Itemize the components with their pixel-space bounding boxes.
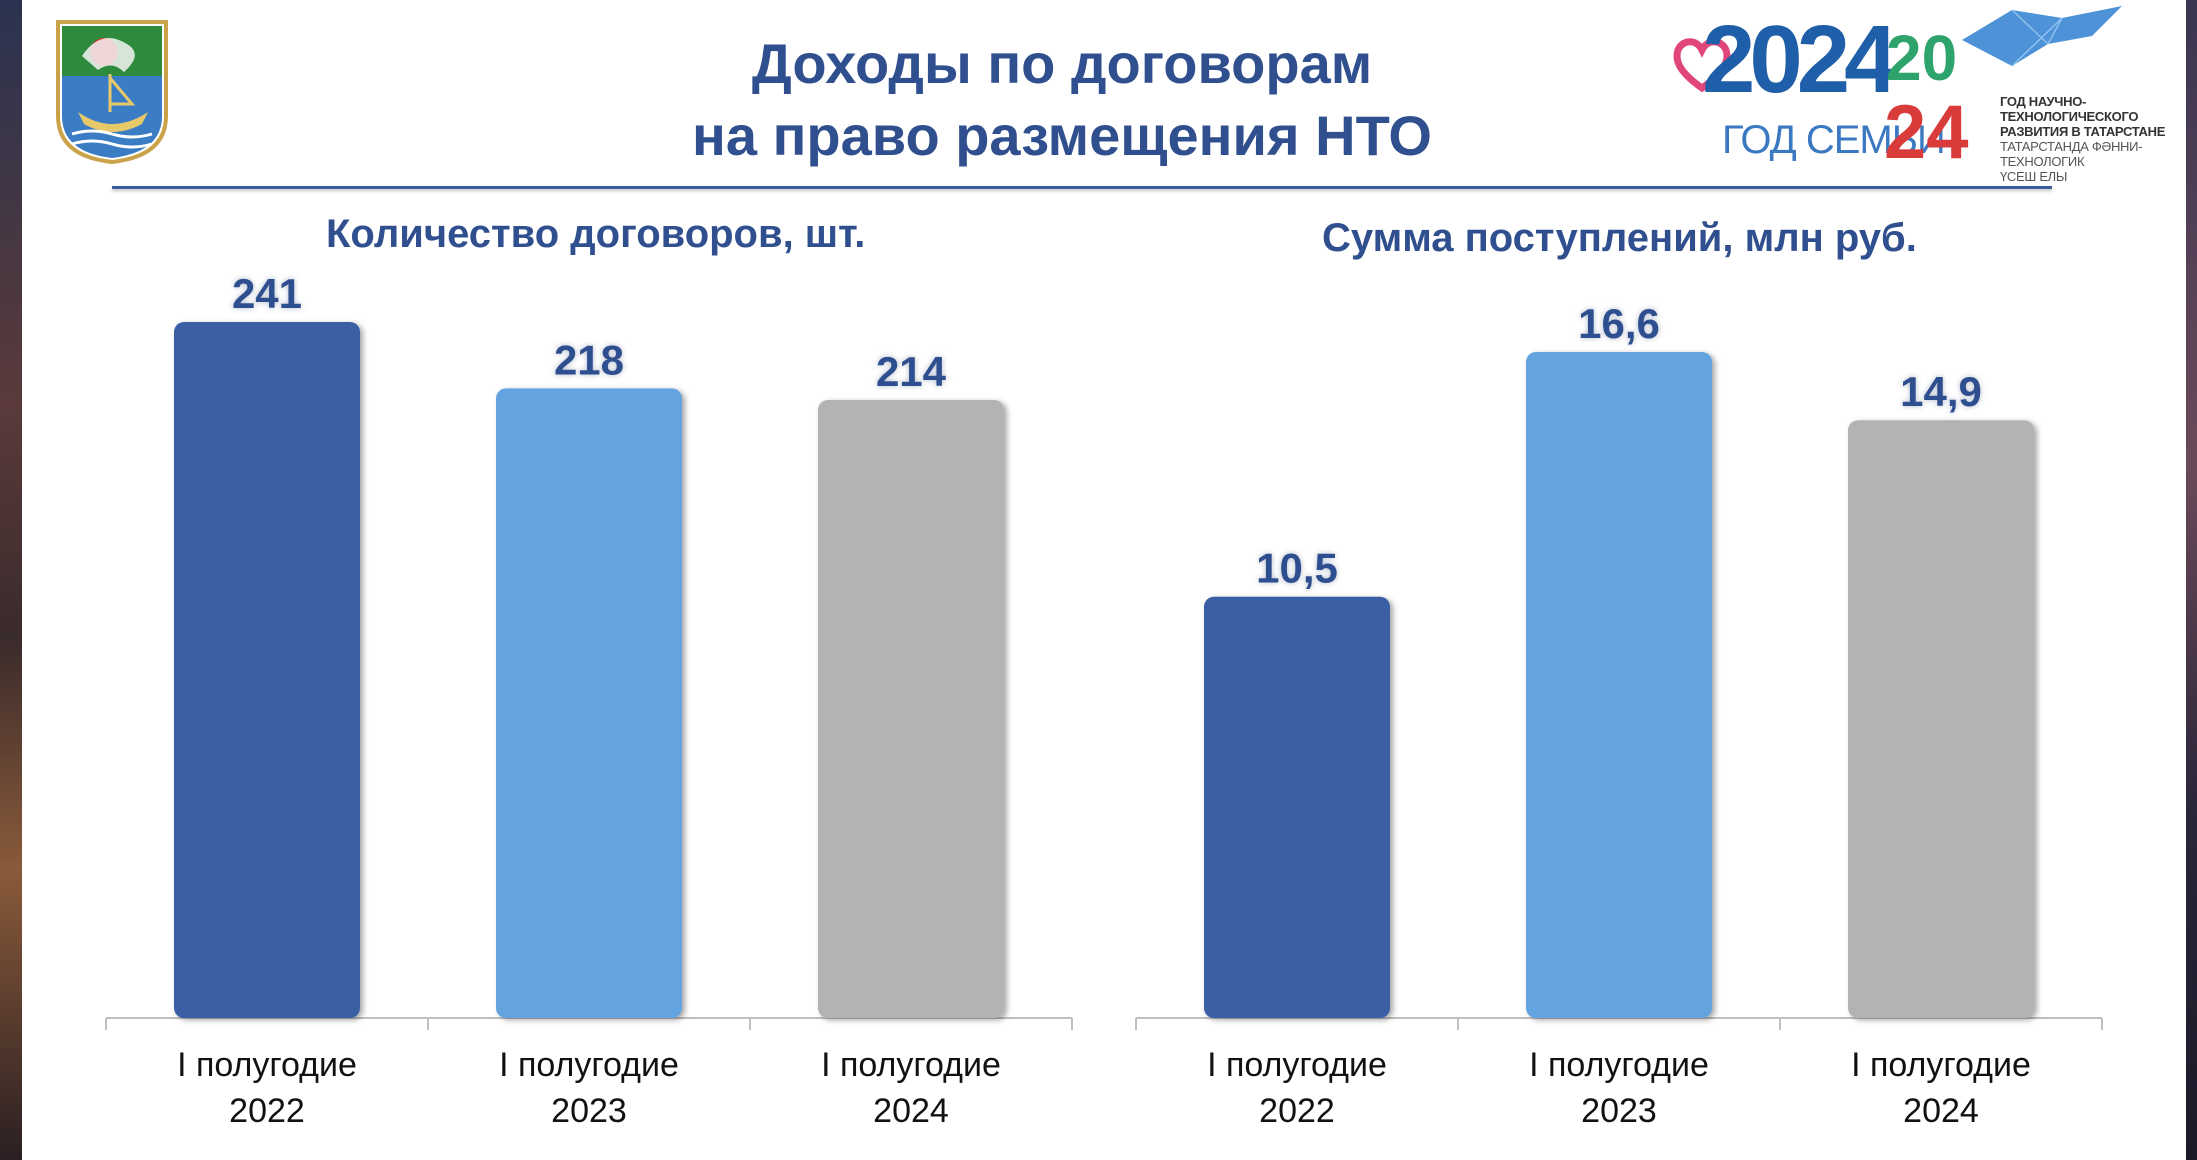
logo-caption: ГОД НАУЧНО-ТЕХНОЛОГИЧЕСКОГО РАЗВИТИЯ В Т… [2000,94,2186,184]
category-label-line: I полугодие [821,1046,1001,1084]
bar-charts: 241 I полугодие 2022 218 I полугодие 2023 214 I… [105,270,2103,1130]
data-label-1: 241 [232,270,302,317]
background-edge-left [0,0,22,1160]
logo-number-top: 20 [1886,22,1957,94]
bird-logo-icon [1962,6,2122,67]
category-label-line: 2023 [1581,1092,1657,1130]
logo-number-bottom: 24 [1884,90,1969,168]
science-year-logo: 20 24 [1884,22,1969,168]
logo-year: 2024 [1702,6,1898,113]
category-label-3: I полугодие 2024 [821,1046,1001,1130]
chart-title-left: Количество договоров, шт. [326,212,866,256]
category-label-line: 2023 [551,1092,627,1130]
city-emblem-icon [56,20,168,165]
data-label-1: 10,5 [1256,545,1338,592]
bar-2 [1526,352,1712,1018]
bar-3 [1848,420,2034,1018]
category-label-1: I полугодие 2022 [177,1046,357,1130]
data-label-2: 16,6 [1578,300,1660,347]
bar-2 [496,388,682,1019]
background-edge-right [2186,0,2197,1160]
category-label-1: I полугодие 2022 [1207,1046,1387,1130]
logo-year-family: ГОД СЕМЬИ [1722,118,1946,162]
bar-3 [818,399,1004,1018]
category-label-2: I полугодие 2023 [499,1046,679,1130]
category-label-2: I полугодие 2023 [1529,1046,1709,1130]
logo-caption-ru: ГОД НАУЧНО-ТЕХНОЛОГИЧЕСКОГО РАЗВИТИЯ В Т… [2000,94,2166,139]
chart-title-right: Сумма поступлений, млн руб. [1322,216,1917,260]
logo-caption-tt: ТАТАРСТАНДА ФӘННИ-ТЕХНОЛОГИК ҮСЕШ ЕЛЫ [2000,139,2143,184]
title-divider [112,186,2052,189]
page-title: Доходы по договорам на право размещения … [692,32,1432,167]
category-label-line: I полугодие [1207,1046,1387,1084]
category-label-line: 2024 [873,1092,949,1130]
chart-count-of-contracts: 241 I полугодие 2022 218 I полугодие 2023 214 I… [105,270,1073,1130]
data-label-2: 218 [554,336,624,383]
data-label-3: 214 [876,348,947,395]
category-label-line: 2022 [229,1092,305,1130]
category-label-line: I полугодие [177,1046,357,1084]
category-label-line: I полугодие [1529,1046,1709,1084]
category-label-line: 2022 [1259,1092,1335,1130]
slide: Доходы по договорам на право размещения … [22,0,2186,1160]
category-label-3: I полугодие 2024 [1851,1046,2031,1130]
category-label-line: I полугодие [499,1046,679,1084]
category-label-line: 2024 [1903,1092,1979,1130]
bar-1 [1204,596,1390,1018]
category-label-line: I полугодие [1851,1046,2031,1084]
chart-sum-of-revenue: 10,5 I полугодие 2022 16,6 I полугодие 2023 14… [1135,300,2103,1130]
bar-1 [174,322,360,1018]
data-label-3: 14,9 [1900,368,1982,415]
heart-icon [1673,38,1731,93]
